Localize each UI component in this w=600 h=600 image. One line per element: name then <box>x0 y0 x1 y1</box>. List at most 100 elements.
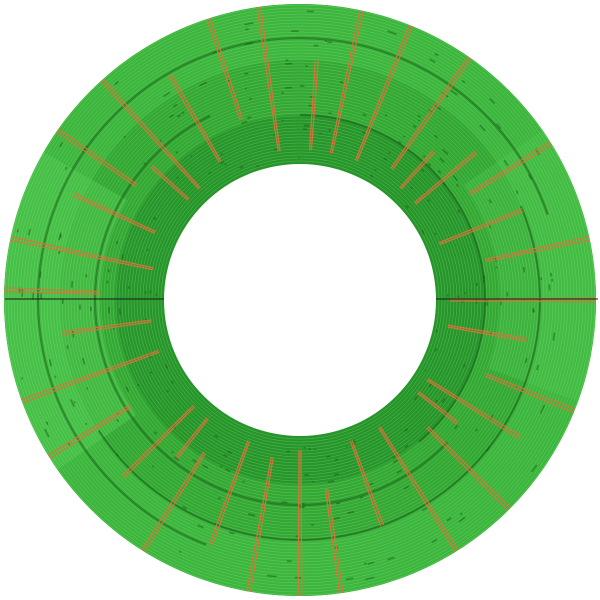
dark-mark <box>66 345 69 350</box>
dark-mark <box>345 577 354 581</box>
highlight-segment <box>4 290 101 295</box>
track-line <box>16 16 584 584</box>
dark-mark <box>359 496 364 499</box>
dark-mark <box>536 364 540 371</box>
dark-mark <box>435 329 438 333</box>
highlight-segment <box>469 144 553 196</box>
dark-mark <box>461 79 466 84</box>
dark-mark <box>475 428 479 432</box>
highlight-segment <box>485 239 591 263</box>
highlight-segment <box>354 24 410 161</box>
dark-mark <box>434 232 437 236</box>
highlight-segment <box>211 441 251 546</box>
dark-mark <box>396 469 403 474</box>
track-line <box>70 70 530 530</box>
dark-mark <box>404 428 409 433</box>
highlight-segment <box>326 487 344 593</box>
highlight-segment <box>123 406 196 479</box>
dark-mark <box>495 123 502 130</box>
highlight-segment <box>447 326 527 342</box>
dark-mark <box>362 113 367 117</box>
highlight-segment <box>379 426 459 551</box>
dark-mark <box>442 148 449 155</box>
dark-mark <box>442 181 447 187</box>
dark-mark <box>151 465 155 468</box>
dark-mark <box>339 81 344 84</box>
dark-mark <box>59 142 64 148</box>
highlight-segment <box>413 150 476 204</box>
dark-mark <box>153 431 158 435</box>
highlight-segment <box>73 192 156 233</box>
dark-mark <box>219 465 223 468</box>
highlight-segment <box>4 287 101 293</box>
track-line <box>121 121 479 479</box>
dark-mark <box>434 134 439 139</box>
highlight-segment <box>331 10 364 154</box>
dark-mark <box>226 450 233 455</box>
highlight-segment <box>144 452 207 553</box>
track-line <box>31 31 569 569</box>
dark-mark <box>489 414 494 420</box>
highlight-segment <box>102 78 201 189</box>
highlight-segment <box>100 80 200 190</box>
track-line <box>67 67 533 533</box>
dark-mark <box>45 421 49 426</box>
dark-mark <box>220 152 224 156</box>
highlight-segment <box>351 440 385 526</box>
highlight-segment <box>22 351 160 404</box>
dark-mark <box>421 229 425 235</box>
dark-mark <box>190 155 193 158</box>
highlight-segment <box>449 300 596 303</box>
dark-mark <box>397 140 402 145</box>
highlight-segment <box>47 404 131 456</box>
dark-mark <box>441 398 446 403</box>
track-line <box>79 79 521 521</box>
dark-mark <box>256 165 259 168</box>
dark-mark <box>417 114 421 118</box>
highlight-segment <box>390 56 469 169</box>
dark-mark <box>454 424 459 430</box>
highlight-segment <box>206 18 241 120</box>
dark-mark <box>166 389 170 393</box>
track-line <box>103 103 497 497</box>
track-line <box>97 97 503 503</box>
track-line <box>145 145 455 455</box>
highlight-segment <box>356 25 414 162</box>
dark-mark <box>58 250 61 255</box>
highlight-segment <box>426 379 520 440</box>
dark-mark <box>146 248 149 251</box>
track-line <box>148 148 452 452</box>
dark-mark <box>450 89 458 96</box>
dark-mark <box>328 112 332 115</box>
highlight-segment <box>209 17 244 120</box>
dark-mark <box>163 91 171 98</box>
dark-mark <box>48 359 53 367</box>
dark-mark <box>197 524 204 529</box>
dark-mark <box>176 114 182 118</box>
dark-arc <box>97 205 542 542</box>
dark-mark <box>164 364 169 369</box>
dark-mark <box>446 517 452 522</box>
dark-mark <box>86 387 89 390</box>
dark-mark <box>405 204 409 209</box>
dark-mark <box>334 458 339 461</box>
dark-mark <box>458 516 466 523</box>
dark-mark <box>362 131 367 135</box>
dark-arc <box>299 113 487 443</box>
dark-mark <box>363 562 367 565</box>
dark-mark <box>328 480 335 484</box>
dark-mark <box>247 116 252 119</box>
dark-mark <box>115 240 119 245</box>
dark-mark <box>404 444 409 449</box>
dark-mark <box>152 216 156 220</box>
dark-mark <box>244 42 254 46</box>
dark-mark <box>413 395 418 401</box>
track-line <box>46 46 554 554</box>
highlight-segment <box>151 164 190 200</box>
dark-mark <box>427 162 432 167</box>
highlight-segment <box>49 406 132 459</box>
dark-mark <box>223 454 228 458</box>
highlight-segment <box>246 457 272 592</box>
dark-mark <box>248 97 252 100</box>
dark-mark <box>176 176 179 180</box>
